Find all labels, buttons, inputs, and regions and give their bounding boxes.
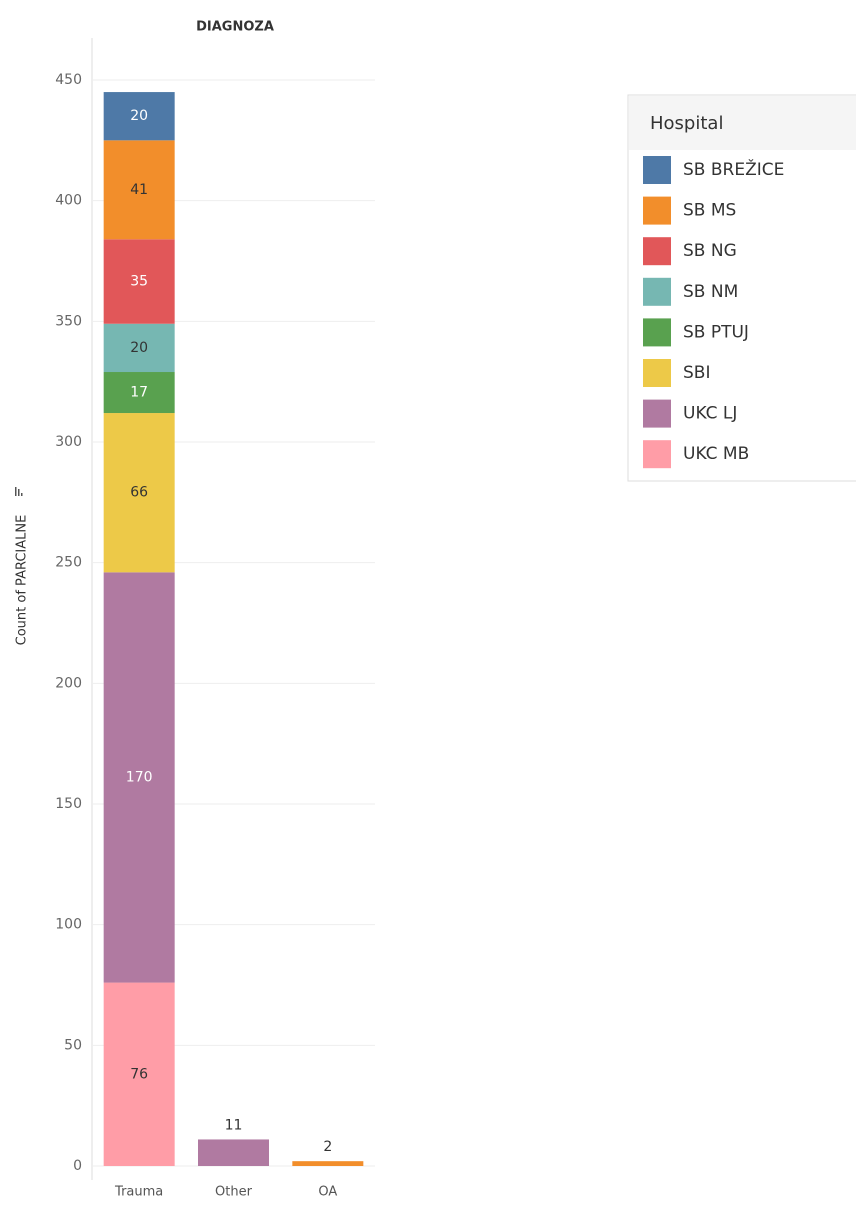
bar-segment xyxy=(198,1139,269,1166)
legend-label: SB MS xyxy=(683,201,736,221)
sort-icon[interactable] xyxy=(15,487,23,496)
legend-swatch xyxy=(643,359,671,387)
y-tick-label: 250 xyxy=(55,555,82,571)
data-label: 11 xyxy=(225,1117,243,1133)
bar-segment xyxy=(103,140,175,240)
data-label: 76 xyxy=(130,1066,148,1082)
bar-segment xyxy=(292,1161,364,1166)
y-tick-label: 50 xyxy=(64,1037,82,1053)
data-label: 20 xyxy=(130,340,148,356)
legend-title: Hospital xyxy=(650,113,723,134)
legend-label: UKC LJ xyxy=(683,404,737,424)
y-tick-label: 0 xyxy=(73,1158,82,1174)
bar-segment xyxy=(103,372,175,414)
chart-title: DIAGNOZA xyxy=(196,20,274,35)
data-label: 2 xyxy=(323,1139,332,1155)
legend-swatch xyxy=(643,237,671,266)
y-axis-label: Count of PARCIALNE xyxy=(15,515,30,646)
legend-label: SB PTUJ xyxy=(683,322,749,342)
legend-swatch xyxy=(643,399,671,428)
legend-label: SBI xyxy=(683,363,710,383)
bar-segment xyxy=(103,92,175,141)
bar-segment xyxy=(103,982,175,1166)
data-label: 20 xyxy=(130,108,148,124)
bar-segment xyxy=(103,572,175,983)
x-tick-label: OA xyxy=(318,1185,337,1200)
legend-swatch xyxy=(643,196,671,225)
y-tick-label: 100 xyxy=(55,917,82,933)
y-tick-label: 300 xyxy=(55,434,82,450)
data-label: 41 xyxy=(130,182,148,198)
bar-segment xyxy=(103,413,175,573)
legend-label: SB BREŽICE xyxy=(683,158,784,180)
y-tick-label: 350 xyxy=(55,313,82,329)
legend-label: SB NG xyxy=(683,241,737,261)
legend-swatch xyxy=(643,277,671,306)
data-label: 66 xyxy=(130,485,148,501)
legend-swatch xyxy=(643,318,671,347)
y-tick-label: 400 xyxy=(55,193,82,209)
bar-segment xyxy=(103,323,175,373)
x-tick-label: Other xyxy=(215,1185,253,1200)
y-tick-label: 450 xyxy=(55,72,82,88)
bar-segment xyxy=(103,239,175,324)
legend-swatch xyxy=(643,440,671,469)
data-label: 170 xyxy=(126,769,153,785)
x-tick-label: Trauma xyxy=(114,1185,163,1200)
legend-label: SB NM xyxy=(683,282,738,302)
y-tick-label: 150 xyxy=(55,796,82,812)
y-tick-label: 200 xyxy=(55,675,82,691)
legend-swatch xyxy=(643,156,671,184)
data-label: 35 xyxy=(130,274,148,290)
data-label: 17 xyxy=(130,385,148,401)
legend-label: UKC MB xyxy=(683,444,749,464)
legend-header xyxy=(629,96,856,150)
